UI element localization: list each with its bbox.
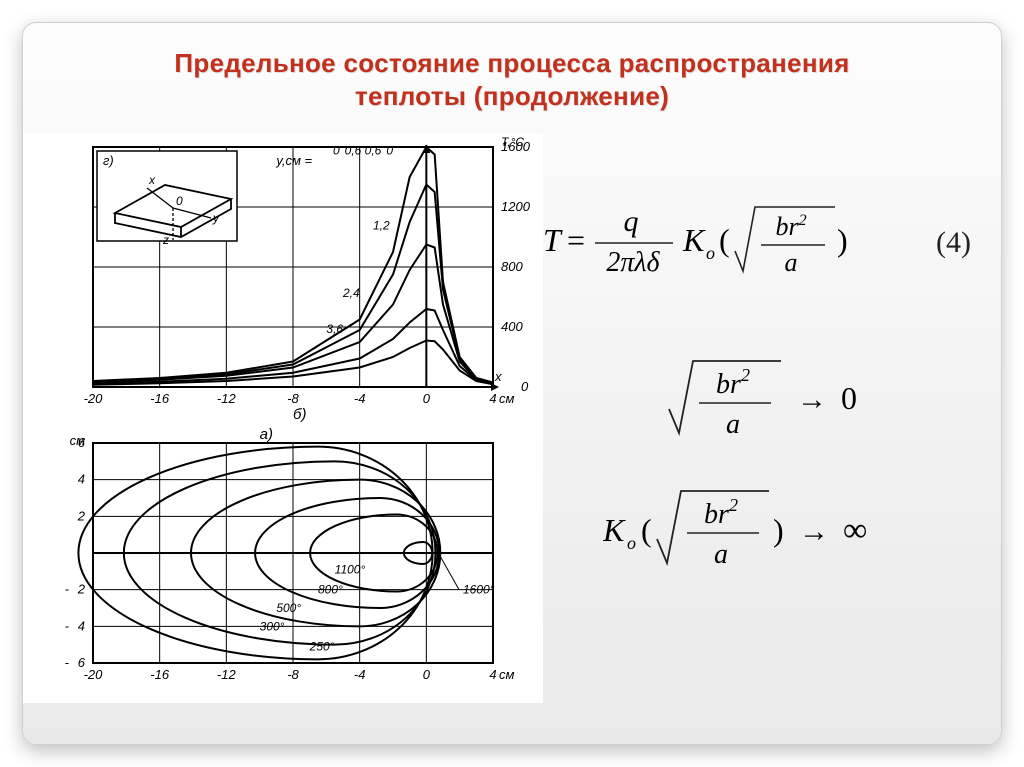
eq4-eq: = [567, 222, 585, 258]
slide-card: Предельное состояние процесса распростра… [22, 22, 1002, 745]
svg-text:-: - [65, 582, 70, 597]
figures-column: -20-16-12-8-404см040080012001600T,°Cy,см… [23, 133, 543, 744]
svg-text:x: x [494, 369, 502, 384]
svg-text:-20: -20 [84, 667, 104, 682]
math-column: T = q 2πλδ K o ( [543, 133, 1001, 744]
eq4-sqrt: br2 a [735, 207, 835, 277]
title-line-2: теплоты (продолжение) [355, 81, 669, 111]
svg-text:-8: -8 [287, 391, 299, 406]
svg-text:0: 0 [386, 144, 393, 158]
bottom-chart: 250°300°500°800°1100°1600°-20-16-12-8-40… [23, 423, 543, 703]
svg-text:1,2: 1,2 [373, 219, 390, 233]
svg-text:г): г) [103, 153, 114, 168]
limit-2: K o ( br2 a ) → ∞ [603, 483, 963, 583]
svg-text:x: x [148, 173, 156, 187]
svg-text:-16: -16 [150, 391, 170, 406]
svg-text:0: 0 [423, 391, 431, 406]
svg-text:800°: 800° [318, 583, 343, 597]
svg-text:4: 4 [78, 472, 85, 487]
limit2-inf: ∞ [843, 512, 867, 549]
svg-text:-4: -4 [354, 391, 366, 406]
svg-text:0: 0 [521, 379, 529, 394]
svg-text:см: см [499, 667, 515, 682]
svg-text:250°: 250° [309, 640, 335, 654]
svg-text:0: 0 [333, 144, 340, 158]
svg-text:T,°C: T,°C [501, 135, 524, 149]
svg-text:2: 2 [77, 582, 86, 597]
svg-text:0: 0 [423, 667, 431, 682]
svg-text:400: 400 [501, 319, 523, 334]
limit-2-svg: K o ( br2 a ) → ∞ [603, 483, 963, 583]
svg-text:4: 4 [78, 618, 85, 633]
svg-text:300°: 300° [260, 619, 285, 633]
svg-text:-4: -4 [354, 667, 366, 682]
svg-text:б): б) [293, 406, 306, 423]
svg-text:500°: 500° [276, 601, 301, 615]
title-line-1: Предельное состояние процесса распростра… [174, 48, 849, 78]
svg-text:0,6: 0,6 [345, 144, 362, 158]
svg-text:а): а) [260, 426, 273, 443]
limit-1-svg: br2 a → 0 [663, 353, 923, 453]
svg-text:3,6: 3,6 [326, 322, 343, 336]
svg-text:-16: -16 [150, 667, 170, 682]
svg-text:-: - [65, 618, 70, 633]
svg-text:2,4: 2,4 [342, 286, 360, 300]
svg-text:-12: -12 [217, 667, 237, 682]
equation-4: T = q 2πλδ K o ( [543, 193, 903, 293]
equation-4-number: (4) [936, 226, 981, 260]
svg-text:br2: br2 [716, 365, 750, 400]
limit2-lparen: ( [641, 512, 652, 548]
svg-text:-8: -8 [287, 667, 299, 682]
limit1-zero: 0 [841, 380, 857, 416]
limit2-K-sub: o [627, 533, 636, 553]
svg-text:см: см [499, 391, 515, 406]
svg-text:y: y [212, 211, 220, 225]
eq4-lparen: ( [719, 222, 730, 258]
svg-text:a: a [726, 409, 740, 440]
slide-title: Предельное состояние процесса распростра… [23, 23, 1001, 112]
eq4-K-sub: o [706, 243, 715, 263]
limit-1: br2 a → 0 [663, 353, 923, 453]
eq4-num: q [624, 205, 639, 238]
svg-text:4: 4 [489, 667, 496, 682]
svg-text:0,6: 0,6 [365, 144, 382, 158]
equation-4-row: T = q 2πλδ K o ( [543, 193, 981, 293]
limit2-K: K [603, 512, 626, 548]
limit2-sqrt: br2 a [657, 491, 769, 570]
svg-text:0: 0 [176, 194, 183, 208]
limit1-sqrt: br2 a [669, 361, 781, 440]
eq4-K: K [682, 222, 706, 258]
slide-outer: Предельное состояние процесса распростра… [0, 0, 1024, 767]
svg-text:2: 2 [77, 508, 86, 523]
svg-text:1200: 1200 [501, 199, 531, 214]
svg-text:z: z [162, 233, 169, 247]
eq4-a: a [785, 248, 798, 277]
svg-text:-12: -12 [217, 391, 237, 406]
top-chart: -20-16-12-8-404см040080012001600T,°Cy,см… [23, 133, 543, 423]
svg-text:800: 800 [501, 259, 523, 274]
limit2-rparen: ) [773, 512, 784, 548]
svg-text:см: см [70, 433, 86, 448]
eq4-den: 2πλδ [606, 247, 660, 278]
content-row: -20-16-12-8-404см040080012001600T,°Cy,см… [23, 133, 1001, 744]
svg-text:1600°: 1600° [463, 583, 495, 597]
svg-text:a: a [714, 539, 728, 570]
svg-text:-20: -20 [84, 391, 104, 406]
eq4-rparen: ) [837, 222, 848, 258]
svg-text:4: 4 [489, 391, 496, 406]
eq4-T: T [543, 222, 563, 258]
svg-text:y,см =: y,см = [275, 153, 312, 168]
limit1-arrow: → [797, 383, 827, 416]
svg-text:-: - [65, 655, 70, 670]
eq4-br2: br2 [775, 212, 806, 241]
limit2-arrow: → [799, 515, 829, 548]
svg-text:1100°: 1100° [335, 563, 366, 577]
svg-text:6: 6 [78, 655, 86, 670]
svg-text:br2: br2 [704, 495, 738, 530]
